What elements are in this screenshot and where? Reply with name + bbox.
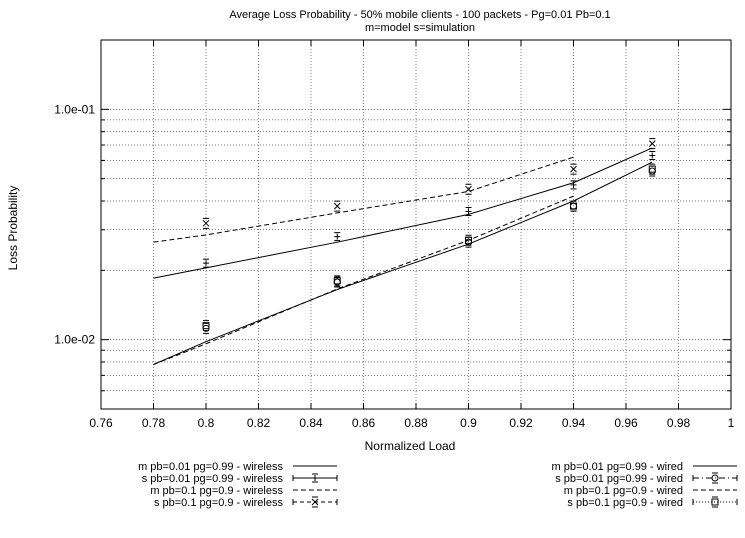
series-2 [153,156,574,243]
grid [101,40,731,409]
legend-item: m pb=0.01 pg=0.99 - wired [552,461,737,473]
legend-marker [311,496,319,508]
series-line [153,195,574,365]
series-line [153,161,653,365]
data-point [465,183,472,195]
x-tick-label: 0.86 [352,416,376,430]
data-point [570,163,577,175]
legend-label: m pb=0.1 pg=0.9 - wireless [150,485,283,497]
series-layer [153,138,656,365]
legend-label: s pb=0.01 pg=0.99 - wireless [142,473,284,485]
series-line [153,156,574,243]
chart-subtitle: m=model s=simulation [365,22,475,34]
series-line [153,147,653,279]
y-tick-label: 1.0e-02 [54,333,95,347]
data-point [202,320,210,332]
x-tick-label: 0.84 [299,416,323,430]
legend-marker [711,496,719,508]
legend-label: m pb=0.01 pg=0.99 - wireless [138,461,283,473]
y-tick-label: 1.0e-01 [54,102,95,116]
data-point [649,151,656,161]
data-point [202,217,210,229]
legend-item: s pb=0.1 pg=0.9 - wired [567,496,738,509]
axis-ticks: 0.76 0.78 0.8 0.82 0.84 0.86 0.88 0.9 0.92 0.94 0.… [54,40,735,430]
series-7 [202,163,656,332]
x-tick-label: 0.78 [142,416,166,430]
series-4 [153,161,653,365]
legend-item: m pb=0.1 pg=0.9 - wireless [150,485,337,497]
legend-item: s pb=0.01 pg=0.99 - wireless [142,473,338,485]
data-point [570,180,577,190]
x-tick-label: 0.76 [89,416,113,430]
x-tick-label: 1 [728,416,735,430]
data-point [648,138,656,150]
series-3 [202,138,656,229]
legend-item: m pb=0.1 pg=0.9 - wired [564,485,737,497]
legend-label: m pb=0.01 pg=0.99 - wired [552,461,683,473]
data-point [334,232,341,242]
y-axis-label: Loss Probability [6,186,20,271]
data-point [648,163,656,175]
data-point [570,200,577,212]
legend-label: s pb=0.1 pg=0.9 - wired [567,497,683,509]
series-0 [153,147,653,279]
x-tick-label: 0.94 [562,416,586,430]
x-axis-label: Normalized Load [365,439,456,453]
data-point [203,258,209,268]
x-tick-label: 0.88 [404,416,428,430]
legend-label: s pb=0.01 pg=0.99 - wired [555,473,683,485]
x-tick-label: 0.92 [509,416,533,430]
data-point [333,275,341,287]
legend-item: s pb=0.01 pg=0.99 - wired [555,472,738,485]
legend-item: s pb=0.1 pg=0.9 - wireless [154,496,338,509]
x-tick-label: 0.98 [667,416,691,430]
data-point [465,207,472,217]
legend-marker [312,473,318,483]
legend-marker [711,472,719,484]
data-point [465,234,472,246]
data-point [333,200,341,212]
legend-item: m pb=0.01 pg=0.99 - wireless [138,461,337,473]
legend-label: s pb=0.1 pg=0.9 - wireless [154,497,284,509]
x-tick-label: 0.9 [460,416,477,430]
legend-label: m pb=0.1 pg=0.9 - wired [564,485,683,497]
series-6 [153,195,574,365]
series-1 [203,151,656,268]
x-tick-label: 0.8 [198,416,215,430]
x-tick-label: 0.82 [247,416,271,430]
x-tick-label: 0.96 [614,416,638,430]
chart-title: Average Loss Probability - 50% mobile cl… [229,9,610,21]
